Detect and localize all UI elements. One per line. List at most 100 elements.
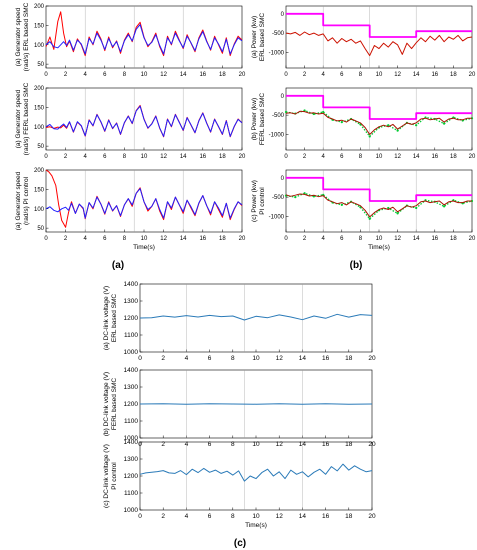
series-line-0 (139, 403, 373, 405)
x-tick-label: 10 (252, 355, 260, 362)
y-axis-label: PI control (111, 462, 118, 490)
axes-box (139, 283, 373, 353)
x-tick-label: 2 (64, 72, 68, 78)
y-tick-label: 150 (34, 105, 45, 111)
y-tick-label: 150 (34, 187, 45, 193)
x-tick-label: 4 (322, 154, 326, 160)
y-tick-label: 1200 (124, 401, 139, 408)
x-tick-label: 0 (138, 355, 142, 362)
y-axis-label: (rad/s) FERL based SMC (23, 82, 30, 155)
y-axis-label: (a) DC-link voltage (V) (103, 286, 110, 350)
x-tick-label: 18 (450, 236, 457, 242)
y-tick-label: 1400 (124, 281, 139, 288)
x-tick-label: 16 (322, 513, 330, 520)
y-tick-label: 1100 (124, 332, 138, 339)
y-tick-label: 100 (34, 125, 45, 131)
y-tick-label: 0 (281, 176, 285, 182)
x-tick-label: 4 (84, 236, 88, 242)
series-line-0 (45, 104, 243, 138)
x-tick-label: 10 (141, 236, 148, 242)
series-line-0 (286, 12, 472, 38)
x-tick-label: 2 (161, 355, 165, 362)
x-tick-label: 12 (394, 236, 401, 242)
x-tick-label: 2 (303, 72, 307, 78)
series-line-1 (45, 105, 243, 137)
x-tick-label: 2 (303, 154, 307, 160)
axes-box (139, 441, 373, 511)
x-tick-label: 8 (359, 154, 363, 160)
chart-b3: 0 2 4 6 8 10 12 14 16 18 20 -1000 -500 0 (c) Power (kw… (251, 169, 476, 251)
x-axis-label: Time(s) (245, 522, 267, 529)
x-tick-label: 4 (322, 72, 326, 78)
x-tick-label: 0 (44, 154, 48, 160)
y-axis-label: (b) Power (kw) (251, 98, 258, 140)
x-tick-label: 14 (180, 236, 187, 242)
y-tick-label: -500 (272, 113, 285, 119)
series-point (368, 217, 371, 220)
y-tick-label: 50 (37, 226, 44, 232)
y-tick-label: 100 (34, 43, 45, 49)
chart-a1: 0 2 4 6 8 10 12 14 16 18 20 50 100 150 200 (a) Generato… (15, 2, 246, 78)
x-tick-label: 8 (231, 355, 235, 362)
x-tick-label: 6 (208, 355, 212, 362)
x-tick-label: 10 (252, 441, 260, 448)
x-tick-label: 0 (44, 72, 48, 78)
x-tick-label: 18 (345, 513, 353, 520)
y-tick-label: -500 (272, 31, 285, 37)
y-tick-label: 1100 (124, 490, 138, 497)
x-tick-label: 10 (376, 72, 383, 78)
y-axis-label: (b) DC-link voltage (V) (103, 372, 110, 436)
x-tick-label: 6 (103, 154, 107, 160)
y-axis-label: (rad/s) ERL based SMC (23, 2, 30, 71)
series-line-0 (45, 169, 243, 228)
x-tick-label: 12 (160, 236, 167, 242)
x-axis-label: Time(s) (368, 244, 390, 251)
x-tick-label: 14 (299, 441, 307, 448)
y-tick-label: 1200 (124, 315, 139, 322)
x-tick-label: 2 (161, 441, 165, 448)
y-tick-label: 1200 (124, 473, 139, 480)
y-tick-label: -1000 (269, 215, 285, 221)
y-tick-label: 150 (34, 23, 45, 29)
series-point (415, 206, 418, 210)
x-tick-label: 12 (276, 355, 284, 362)
y-axis-label: ERL based SMC (259, 13, 266, 61)
series-point (368, 135, 371, 138)
x-tick-label: 14 (180, 72, 187, 78)
x-tick-label: 8 (231, 513, 235, 520)
y-axis-label: (a) Generator speed (15, 171, 22, 230)
series-point (284, 110, 288, 114)
x-tick-label: 6 (340, 72, 344, 78)
x-tick-label: 14 (299, 355, 307, 362)
x-tick-label: 8 (123, 72, 127, 78)
x-tick-label: 12 (160, 154, 167, 160)
x-tick-label: 18 (450, 154, 457, 160)
x-tick-label: 8 (359, 72, 363, 78)
x-tick-label: 6 (340, 236, 344, 242)
x-tick-label: 0 (284, 236, 288, 242)
x-tick-label: 20 (469, 236, 476, 242)
x-tick-label: 8 (231, 441, 235, 448)
x-tick-label: 2 (303, 236, 307, 242)
panel-label-a: (a) (112, 260, 124, 271)
y-tick-label: -1000 (269, 133, 285, 139)
y-tick-label: 1400 (124, 367, 139, 374)
x-tick-label: 6 (208, 513, 212, 520)
x-tick-label: 10 (376, 154, 383, 160)
x-tick-label: 16 (431, 154, 438, 160)
y-tick-label: 0 (281, 94, 285, 100)
series-line-1 (285, 31, 473, 57)
y-tick-label: 1000 (124, 349, 139, 356)
chart-a3: 0 2 4 6 8 10 12 14 16 18 20 50 100 150 200 (a) Generato… (15, 168, 246, 251)
chart-a2: 0 2 4 6 8 10 12 14 16 18 20 50 100 150 200 (a) Generato… (15, 82, 246, 160)
series-line-2 (285, 193, 472, 218)
x-tick-label: 4 (185, 513, 189, 520)
y-tick-label: 1100 (124, 418, 138, 425)
x-tick-label: 4 (185, 441, 189, 448)
x-tick-label: 20 (469, 154, 476, 160)
y-tick-label: 0 (281, 12, 285, 18)
y-tick-label: 1300 (124, 456, 139, 463)
series-line-0 (139, 313, 373, 321)
y-tick-label: 1400 (124, 439, 139, 446)
